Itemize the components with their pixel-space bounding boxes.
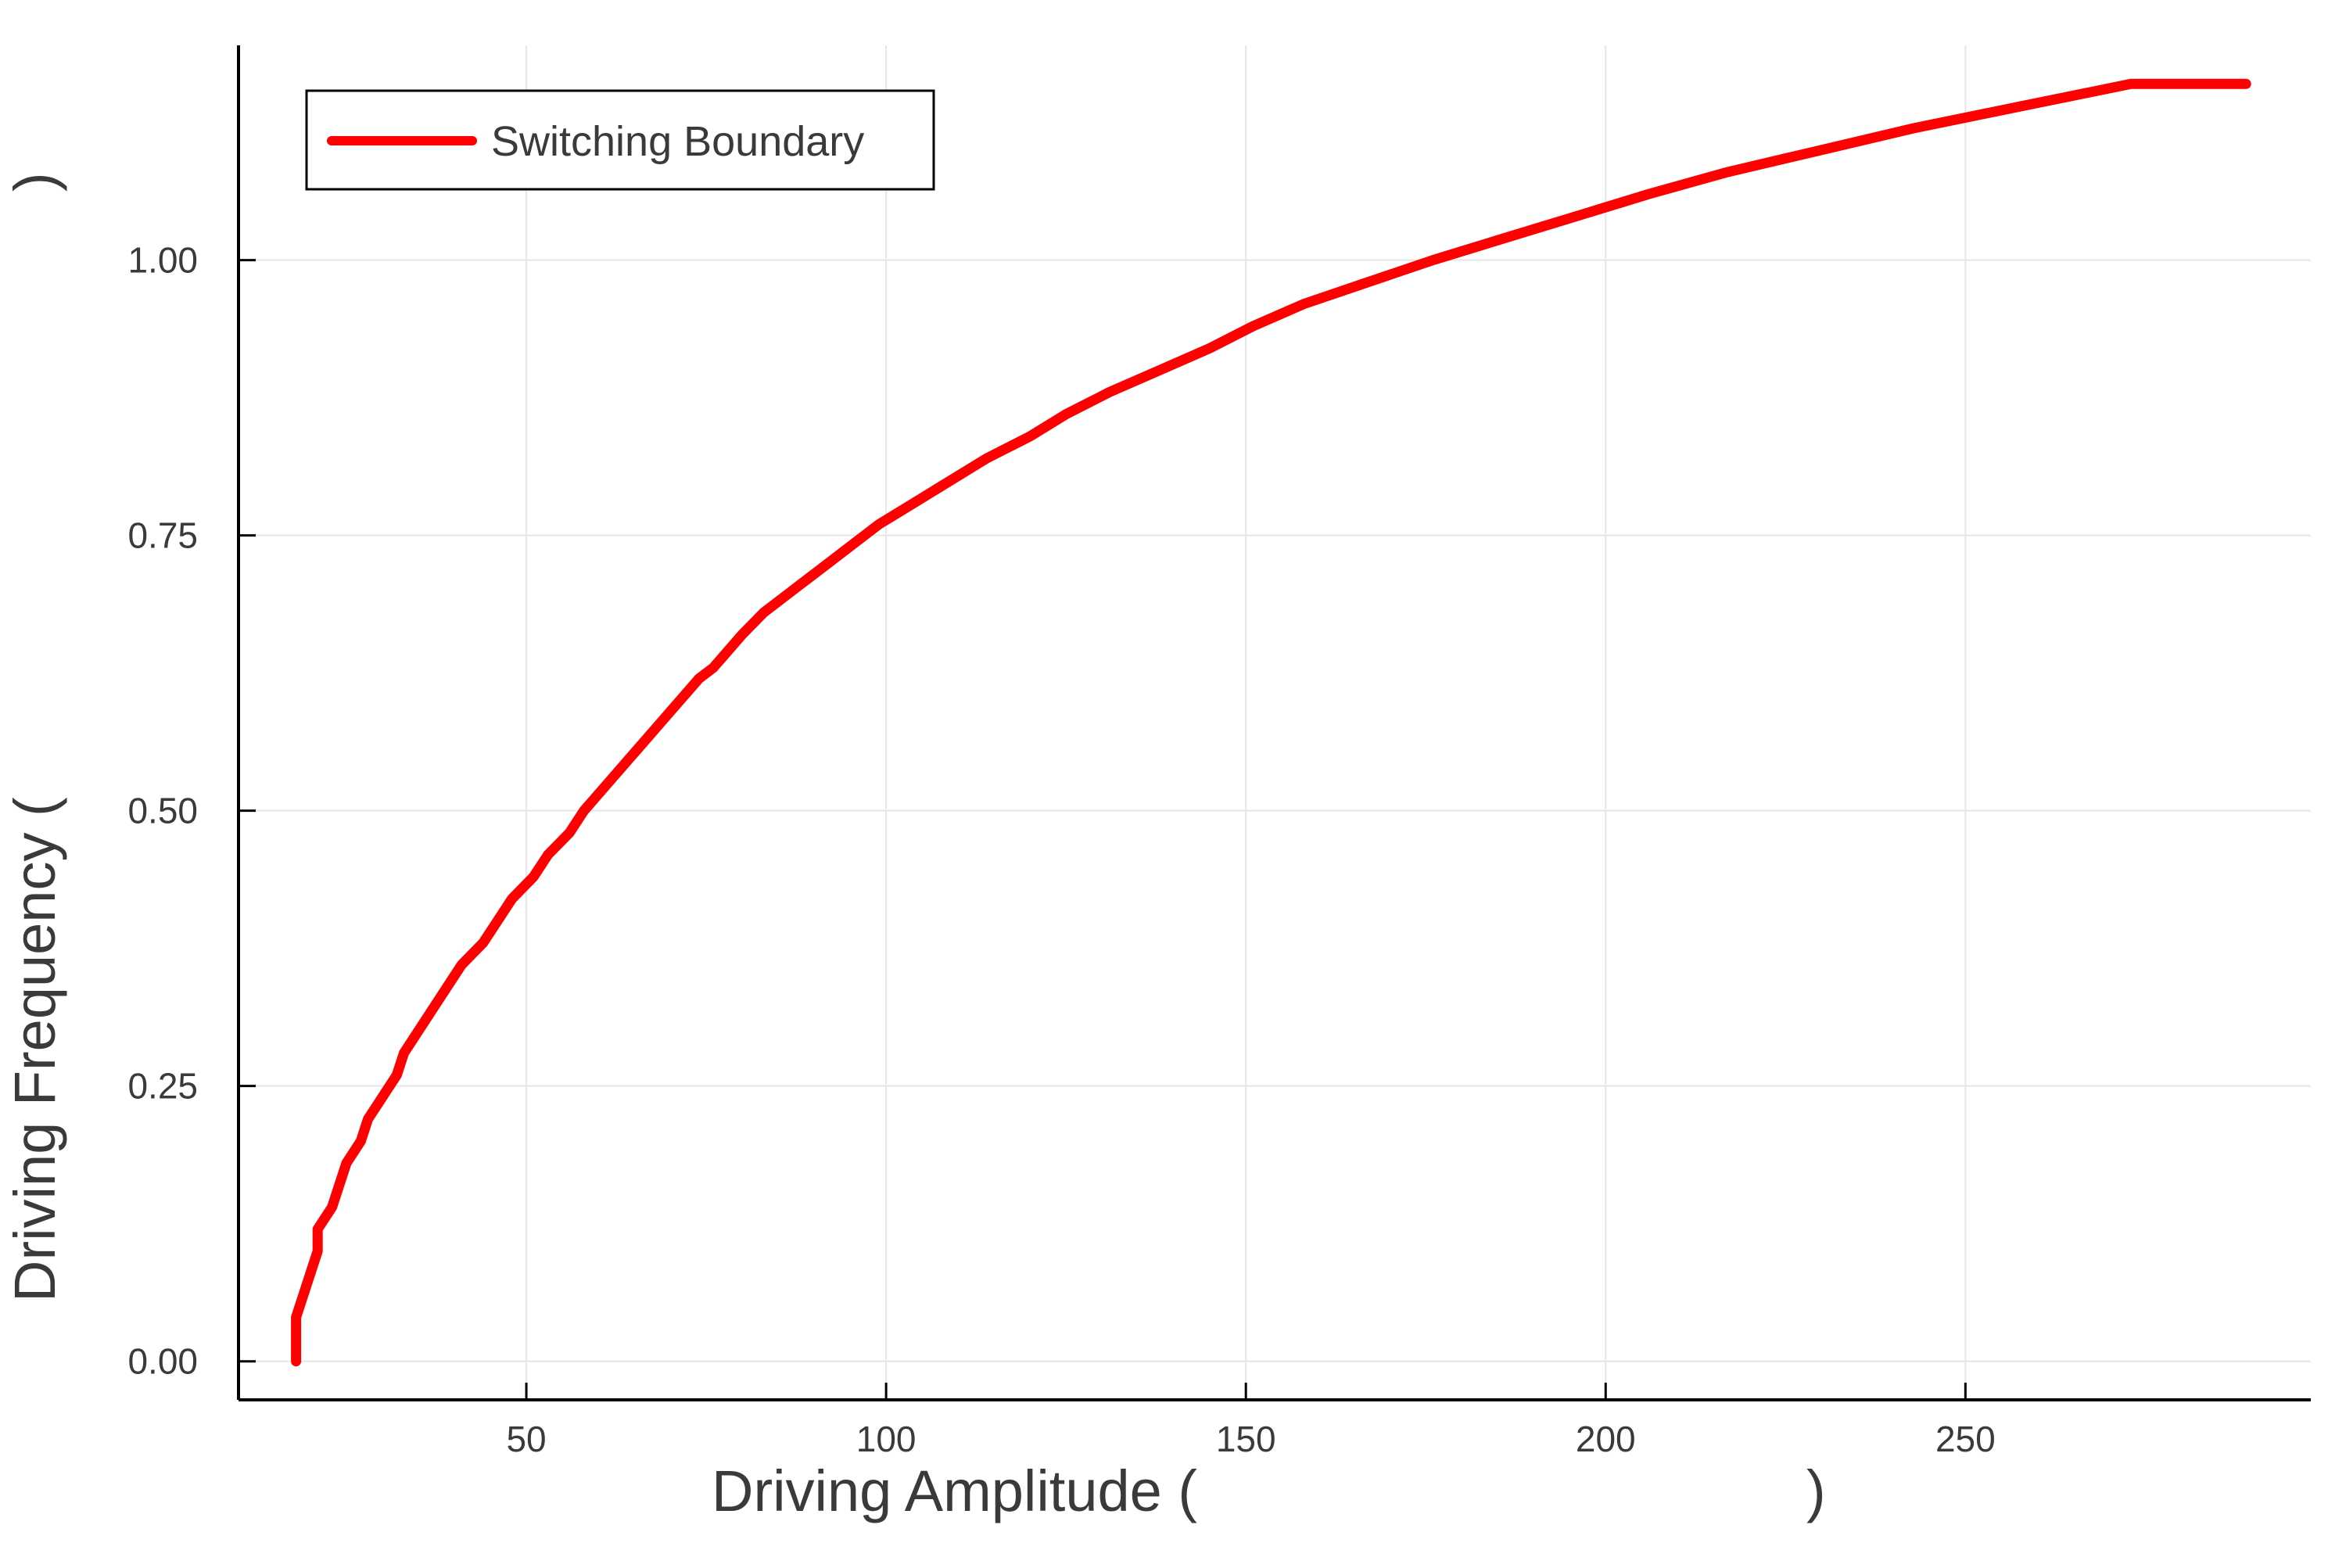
y-ticks: 0.00 0.25 0.50 0.75 1.00 xyxy=(127,240,256,1382)
y-tick-label: 0.25 xyxy=(127,1066,198,1107)
axes xyxy=(237,45,2311,1401)
y-tick-label: 0.75 xyxy=(127,515,198,556)
x-axis-title: Driving Amplitude ( xyxy=(712,1459,1197,1523)
y-tick-label: 1.00 xyxy=(127,240,198,281)
y-tick-label: 0.00 xyxy=(127,1341,198,1382)
gridlines xyxy=(239,45,2311,1400)
x-tick-label: 150 xyxy=(1216,1419,1276,1459)
series-group xyxy=(291,78,2251,1367)
x-axis-title-close: ) xyxy=(1806,1459,1826,1523)
x-tick-label: 250 xyxy=(1935,1419,1996,1459)
x-tick-label: 200 xyxy=(1576,1419,1636,1459)
y-tick-label: 0.50 xyxy=(127,791,198,831)
x-tick-label: 50 xyxy=(506,1419,546,1459)
series-line xyxy=(291,78,2251,1367)
x-tick-label: 100 xyxy=(856,1419,917,1459)
legend-label: Switching Boundary xyxy=(491,118,864,165)
x-ticks: 50 100 150 200 250 xyxy=(506,1383,1996,1459)
y-axis-title-close: ) xyxy=(2,172,67,192)
y-axis-title: Driving Frequency ( xyxy=(2,797,67,1302)
legend: Switching Boundary xyxy=(305,89,935,191)
